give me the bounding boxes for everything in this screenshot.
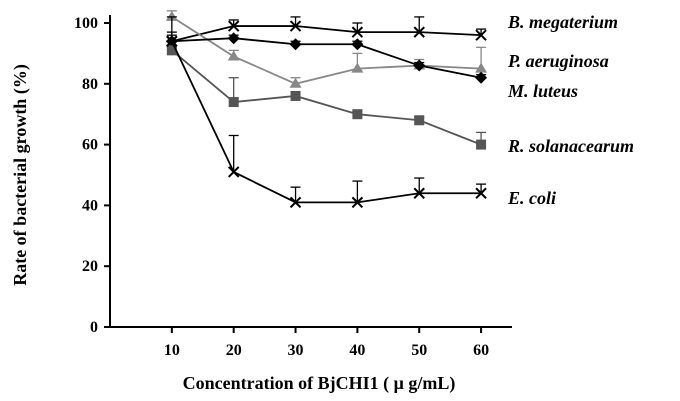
triangle-marker <box>475 62 488 73</box>
diamond-marker <box>227 32 240 45</box>
series-label: P. aeruginosa <box>507 51 609 71</box>
plot-area <box>165 10 488 209</box>
x-tick-label: 20 <box>226 342 242 359</box>
x-tick-label: 50 <box>411 342 427 359</box>
x-marker-stroke <box>351 196 364 209</box>
triangle-marker <box>351 62 364 73</box>
series-line <box>171 16 482 85</box>
series-label: E. coli <box>507 188 556 208</box>
x-marker <box>227 20 240 32</box>
y-tick-label: 100 <box>74 15 98 32</box>
x-tick-label: 30 <box>288 342 304 359</box>
x-tick-label: 40 <box>349 342 365 359</box>
series-3 <box>166 45 487 150</box>
x-marker-stroke <box>227 166 240 178</box>
x-marker <box>351 196 364 209</box>
x-marker <box>475 29 487 41</box>
square-marker <box>414 115 425 126</box>
triangle-marker <box>289 77 302 88</box>
triangle-marker <box>165 10 178 21</box>
x-marker <box>413 26 425 38</box>
x-marker <box>351 26 364 38</box>
square-marker <box>228 97 239 108</box>
series-4 <box>166 16 487 209</box>
y-axis-title: Rate of bacterial growth (%) <box>10 64 31 286</box>
diamond-marker <box>351 38 364 51</box>
series-label: R. solanacearum <box>507 136 634 156</box>
x-marker <box>227 166 240 178</box>
x-marker-stroke <box>351 26 364 38</box>
series-0 <box>166 16 487 47</box>
y-tick-label: 40 <box>82 197 98 214</box>
axes: 0 20 40 60 80 100 10 20 30 40 50 60 <box>74 15 512 359</box>
x-marker-stroke <box>475 187 487 199</box>
x-marker <box>289 196 302 209</box>
x-tick-label: 60 <box>473 342 489 359</box>
x-marker <box>475 187 487 199</box>
series-line <box>171 37 482 79</box>
y-tick-label: 0 <box>90 319 98 336</box>
x-marker-stroke <box>413 26 425 38</box>
square-marker <box>476 139 487 150</box>
diamond-marker <box>289 38 302 51</box>
y-tick-label: 20 <box>82 258 98 275</box>
diamond-marker <box>413 59 426 72</box>
x-marker <box>289 20 302 32</box>
x-marker-stroke <box>289 196 302 209</box>
series-labels: B. megaterium P. aeruginosa M. luteus R. so… <box>507 12 634 208</box>
x-marker-stroke <box>475 29 487 41</box>
series-line <box>171 25 482 43</box>
x-marker-stroke <box>289 20 302 32</box>
x-axis-title: Concentration of BjCHI1 ( μ g/mL) <box>183 373 456 394</box>
triangle-marker <box>227 50 240 61</box>
x-marker-stroke <box>166 35 178 47</box>
series-1 <box>165 10 488 88</box>
series-line <box>171 49 482 146</box>
x-tick-label: 10 <box>164 342 180 359</box>
y-tick-label: 80 <box>82 76 98 93</box>
square-marker <box>166 45 177 56</box>
square-marker <box>290 90 301 101</box>
y-tick-label: 60 <box>82 137 98 154</box>
x-marker-stroke <box>413 187 425 199</box>
square-marker <box>352 109 363 120</box>
x-marker <box>166 35 178 47</box>
series-label: M. luteus <box>507 81 578 101</box>
x-marker-stroke <box>227 20 240 32</box>
series-label: B. megaterium <box>507 12 618 32</box>
x-marker <box>413 187 425 199</box>
series-line <box>171 40 482 204</box>
diamond-marker <box>475 71 488 84</box>
